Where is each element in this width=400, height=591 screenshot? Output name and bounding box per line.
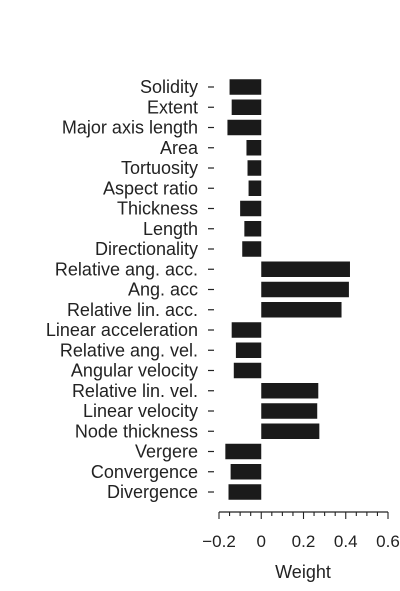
bar [225,443,262,460]
x-tick-label: −0.2 [202,532,236,551]
x-tick-label: 0.2 [292,532,316,551]
bar [261,383,319,399]
y-tick-label: Major axis length [62,118,198,138]
bar [242,241,262,257]
bar [228,484,262,500]
y-tick-label: Thickness [117,199,198,219]
y-tick-label: Linear velocity [83,401,198,421]
bar [233,362,262,379]
y-tick-label: Length [143,219,198,239]
x-tick-label: 0.4 [334,532,358,551]
y-tick-label: Extent [147,97,198,117]
y-tick-label: Aspect ratio [103,178,198,198]
bar [240,200,262,217]
bars [225,79,350,500]
x-tick-label: 0.6 [376,532,400,551]
bar [246,140,262,156]
bar [229,79,262,95]
bar [261,423,320,439]
bar [248,180,262,196]
y-tick-label: Area [160,138,199,158]
bar [230,464,262,480]
bar [261,302,342,318]
x-axis-ticks [218,512,389,519]
y-tick-label: Convergence [91,462,198,482]
y-tick-label: Solidity [140,77,198,97]
x-tick-labels: −0.2 0 0.2 0.4 0.6 [202,532,400,551]
bar [247,160,262,176]
y-axis-ticks [208,86,214,493]
bar [261,261,350,277]
x-axis-label: Weight [275,562,331,582]
y-tick-label: Relative ang. vel. [60,340,198,360]
bar [261,403,318,419]
bar [227,119,262,136]
y-tick-label: Vergere [135,442,198,462]
y-tick-label: Relative lin. vel. [72,381,198,401]
y-tick-label: Tortuosity [121,158,198,178]
bar [261,281,349,298]
x-tick-label: 0 [257,532,266,551]
y-tick-label: Angular velocity [71,361,198,381]
y-tick-label: Relative ang. acc. [55,259,198,279]
y-tick-label: Node thickness [75,421,198,441]
y-tick-label: Relative lin. acc. [67,300,198,320]
y-tick-label: Divergence [107,482,198,502]
bar [231,322,262,338]
bar [231,99,262,115]
bar [244,221,262,237]
y-tick-label: Ang. acc [128,280,198,300]
y-tick-label: Directionality [95,239,198,259]
y-tick-label: Linear acceleration [46,320,198,340]
bar [235,342,262,358]
